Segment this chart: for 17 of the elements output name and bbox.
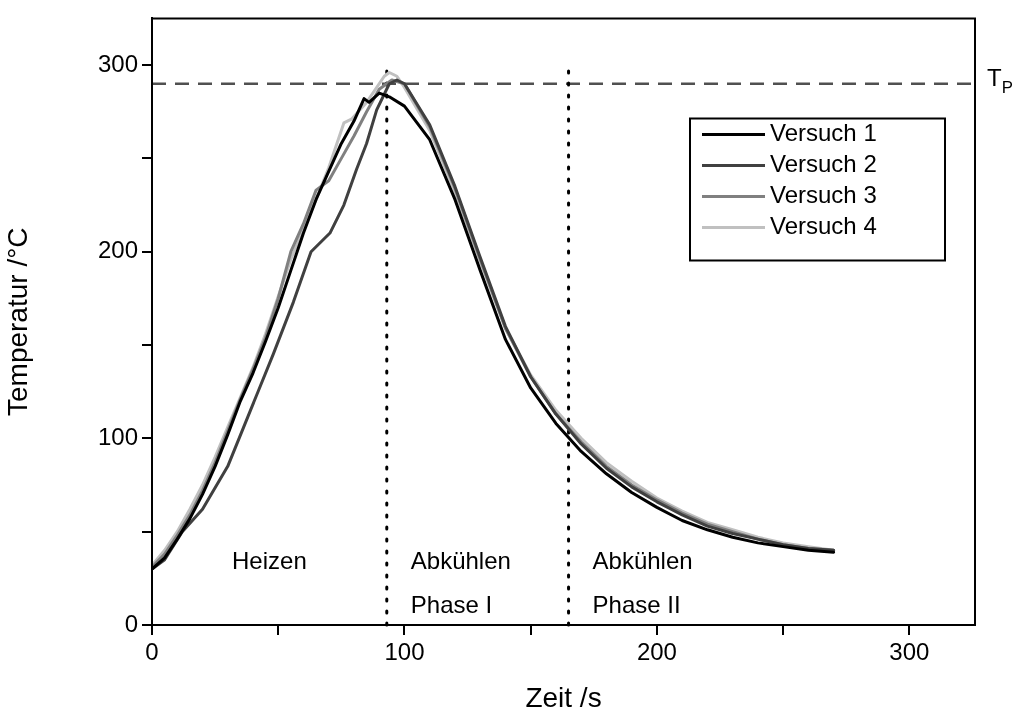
legend-label: Versuch 4: [770, 212, 877, 240]
legend-label: Versuch 1: [770, 119, 877, 147]
x-tick-label: 200: [636, 638, 677, 666]
y-tick-label: 200: [97, 236, 138, 264]
y-axis-title: Temperatur /°C: [1, 227, 33, 416]
legend-label: Versuch 3: [770, 181, 877, 209]
annotation: Abkühlen Phase I: [410, 546, 511, 618]
legend-label: Versuch 2: [770, 150, 877, 178]
y-tick-label: 0: [124, 609, 138, 637]
x-tick-label: 100: [384, 638, 425, 666]
y-tick-label: 300: [97, 49, 138, 77]
y-tick-label: 100: [97, 422, 138, 450]
x-tick-label: 300: [889, 638, 930, 666]
annotation: Abkühlen Phase II: [592, 546, 693, 618]
x-axis-title: Zeit /s: [525, 681, 602, 713]
annotation: Heizen: [232, 546, 307, 574]
x-tick-label: 0: [145, 638, 159, 666]
